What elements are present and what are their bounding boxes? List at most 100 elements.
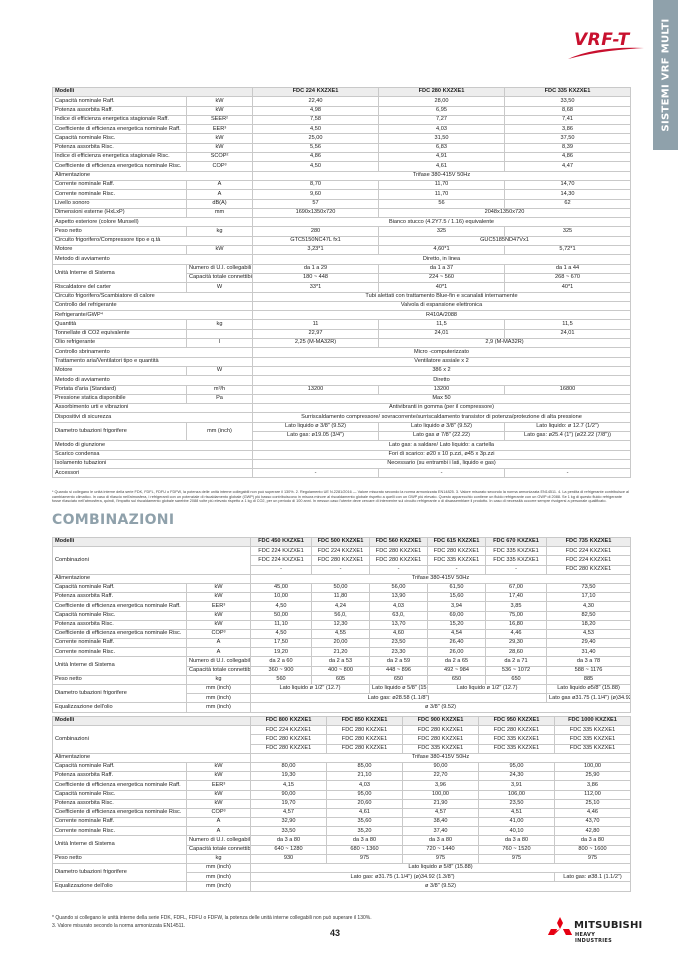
value-cell: FDC 224 KXZXE1 bbox=[250, 555, 312, 566]
row-label: Circuito frigorifero/Scambiatore di calo… bbox=[52, 291, 253, 302]
table-row: Dispositivi di sicurezza Surriscaldamento… bbox=[52, 412, 631, 423]
table-row: Trattamento aria/Ventilatori tipo e quan… bbox=[52, 356, 631, 367]
table-row: Capacità totale connettibile*640 ~ 12806… bbox=[53, 844, 631, 855]
model-header: FDC 900 KXZXE1 bbox=[402, 715, 479, 727]
value-cell: FDC 224 KXZXE1 bbox=[546, 546, 631, 557]
table-row: mm (inch) Lato gas: ø28.58 (1.1/8") Lato g… bbox=[53, 693, 631, 704]
value-cell: da 3 a 80 bbox=[326, 835, 403, 846]
value-cell: Micro -computerizzato bbox=[252, 347, 631, 358]
row-label: Potenza assorbita Raff. bbox=[52, 771, 187, 782]
value-cell: 90,00 bbox=[402, 761, 479, 773]
unit-cell: kg bbox=[186, 853, 251, 865]
value-cell: 7,27 bbox=[378, 114, 505, 126]
value-cell: 40*1 bbox=[378, 282, 505, 293]
vrf-t-logo: VRF-T bbox=[566, 30, 646, 60]
table-row: Unità Interne di Sistema Numero di U.I. c… bbox=[52, 835, 631, 855]
value-cell: 3,94 bbox=[427, 601, 486, 612]
value-cell: 21,10 bbox=[326, 771, 403, 782]
value-cell: 680 ~ 1360 bbox=[326, 844, 403, 855]
value-cell: Lato gas: ø25.4 (1") (ø22.22 (7/8")) bbox=[504, 430, 631, 442]
value-cell: 3,86 bbox=[504, 124, 631, 135]
row-label: Livello sonoro bbox=[52, 198, 187, 209]
value-cell: 4,61 bbox=[326, 807, 403, 819]
value-cell: Lato gas ø31.75 (1.1/4") (ø)34.92 (1.3/8… bbox=[546, 693, 631, 704]
unit-cell: kW bbox=[186, 592, 251, 603]
value-cell: 25,00 bbox=[252, 133, 379, 144]
row-label: Circuito frigorifero/Compressore tipo e … bbox=[52, 235, 253, 247]
unit-cell: A bbox=[186, 647, 251, 658]
unit-cell: mm bbox=[186, 207, 253, 219]
table-row: Corrente nominale Risc. A 19,20 21,20 23,30 2… bbox=[52, 647, 631, 658]
value-cell: 492 ~ 984 bbox=[427, 665, 486, 676]
value-cell: 16,80 bbox=[485, 619, 547, 630]
value-cell: 24,30 bbox=[478, 771, 555, 782]
table-row: Controllo del refrigerante Valvola di esp… bbox=[52, 300, 631, 312]
table-row: Pressione statica disponibile Pa Max 50 bbox=[52, 393, 631, 405]
value-cell: Max 50 bbox=[252, 393, 631, 405]
model-header: FDC 280 KXZXE1 bbox=[378, 86, 505, 98]
value-cell: FDC 335 KXZXE1 bbox=[427, 555, 486, 566]
combination-table-1: Modelli FDC 450 KXZXE1 FDC 500 KXZXE1 FDC 5… bbox=[52, 536, 631, 713]
value-cell: 885 bbox=[546, 674, 631, 686]
table-row: Circuito frigorifero/Scambiatore di calo… bbox=[52, 291, 631, 302]
unit-cell: kW bbox=[186, 245, 253, 256]
unit-cell: W bbox=[186, 282, 253, 293]
table-row: Peso netto kg 280 325 325 bbox=[52, 226, 631, 237]
value-cell: 38,40 bbox=[402, 817, 479, 828]
model-header: FDC 950 KXZXE1 bbox=[478, 715, 555, 727]
row-label: Diametro tubazioni frigorifere bbox=[52, 421, 187, 442]
value-cell: 650 bbox=[427, 674, 486, 686]
value-cell: 9,60 bbox=[252, 189, 379, 200]
row-label: Indice di efficienza energetica stagiona… bbox=[52, 114, 187, 126]
value-cell: 19,20 bbox=[250, 647, 312, 658]
value-cell: 29,30 bbox=[485, 638, 547, 649]
unit-cell: Capacità totale connettibile* bbox=[186, 665, 251, 676]
table-row: Potenza assorbita Raff. kW 19,30 21,10 22,70… bbox=[52, 771, 631, 782]
row-label: Scarico condensa bbox=[52, 449, 253, 460]
unit-cell: kW bbox=[186, 610, 251, 621]
table-row: mm (inch) Lato gas: ø31.75 (1.1/4") (ø)34… bbox=[53, 872, 631, 883]
value-cell: Lato gas: a saldare/ Lato liquido: a car… bbox=[252, 440, 631, 451]
table-row: Indice di efficienza energetica stagiona… bbox=[52, 152, 631, 163]
row-label: Corrente nominale Raff. bbox=[52, 817, 187, 828]
value-cell: da 1 a 29 bbox=[252, 263, 379, 274]
unit-cell: Numero di U.I. collegabili bbox=[186, 263, 253, 274]
value-cell: da 3 a 80 bbox=[478, 835, 555, 846]
value-cell: 4,60*1 bbox=[378, 245, 505, 256]
table-row: FDC 280 KXZXE1 FDC 280 KXZXE1 FDC 280 KXZX… bbox=[53, 734, 631, 745]
value-cell: 4,91 bbox=[378, 152, 505, 163]
table-row: Capacità nominale Risc. kW 50,00 56,0, 63,0,… bbox=[52, 610, 631, 621]
row-label: Motore bbox=[52, 245, 187, 256]
value-cell: Surriscaldamento compressore/ sovracorre… bbox=[252, 412, 631, 423]
value-cell: Ventilatore assiale x 2 bbox=[252, 356, 631, 367]
row-label: Combinazioni bbox=[52, 546, 251, 575]
row-label: Unità Interne di Sistema bbox=[52, 656, 187, 676]
value-cell: 4,53 bbox=[546, 628, 631, 640]
value-cell: 8,68 bbox=[504, 105, 631, 116]
value-cell: 975 bbox=[554, 853, 631, 865]
row-label: Capacità nominale Risc. bbox=[52, 133, 187, 144]
table-row: Diametro tubazioni frigorifere mm (inch) L… bbox=[52, 683, 631, 704]
row-label: Peso netto bbox=[52, 853, 187, 865]
unit-cell: Numero di U.I. collegabili bbox=[186, 656, 251, 667]
footnote-line: * Quando si collegano le unità interne d… bbox=[52, 915, 372, 921]
value-cell: 24,01 bbox=[378, 328, 505, 340]
unit-cell: mm (inch) bbox=[186, 702, 251, 713]
value-cell: FDC 280 KXZXE1 bbox=[311, 555, 370, 566]
unit-cell: kW bbox=[186, 582, 251, 594]
value-cell: 3,86 bbox=[554, 780, 631, 791]
value-cell: 112,00 bbox=[554, 789, 631, 800]
value-cell: Lato gas: ø19.05 (3/4") bbox=[252, 430, 379, 442]
value-cell: ø 3/8" (9.52) bbox=[250, 702, 631, 713]
value-cell: 760 ~ 1520 bbox=[478, 844, 555, 855]
unit-cell: SEER² bbox=[186, 114, 253, 126]
value-cell: Lato liquido ø 5/8" (15.88) bbox=[250, 862, 631, 874]
value-cell: 11,70 bbox=[378, 179, 505, 191]
value-cell: 536 ~ 1072 bbox=[485, 665, 547, 676]
model-header: FDC 560 KXZXE1 bbox=[369, 536, 428, 548]
row-label: Potenza assorbita Risc. bbox=[52, 798, 187, 809]
value-cell: 6,83 bbox=[378, 142, 505, 154]
row-label: Unità Interne di Sistema bbox=[52, 835, 187, 855]
row-label: Diametro tubazioni frigorifere bbox=[52, 683, 187, 704]
unit-cell: mm (inch) bbox=[186, 693, 251, 704]
